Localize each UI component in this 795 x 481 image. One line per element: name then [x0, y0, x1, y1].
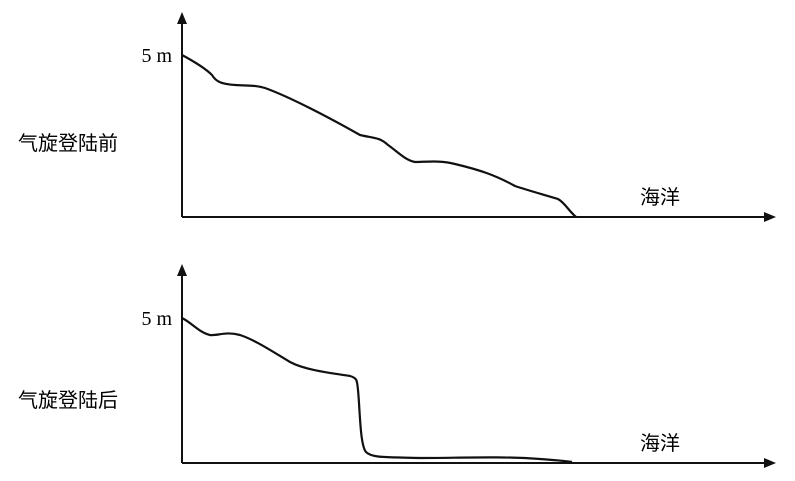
panel-after: 5 m 气旋登陆后 海洋	[18, 264, 776, 468]
panel-before: 5 m 气旋登陆前 海洋	[18, 12, 776, 222]
arrow	[177, 12, 187, 24]
y-label: 5 m	[141, 308, 172, 330]
panel-title: 气旋登陆前	[18, 131, 118, 155]
profile	[181, 54, 577, 218]
arrow	[177, 264, 187, 276]
arrow	[764, 458, 776, 468]
x-label: 海洋	[640, 431, 680, 455]
arrow	[764, 212, 776, 222]
x-label: 海洋	[640, 185, 680, 209]
profile	[181, 317, 573, 464]
y-label: 5 m	[141, 45, 172, 67]
panel-title: 气旋登陆后	[18, 388, 118, 412]
